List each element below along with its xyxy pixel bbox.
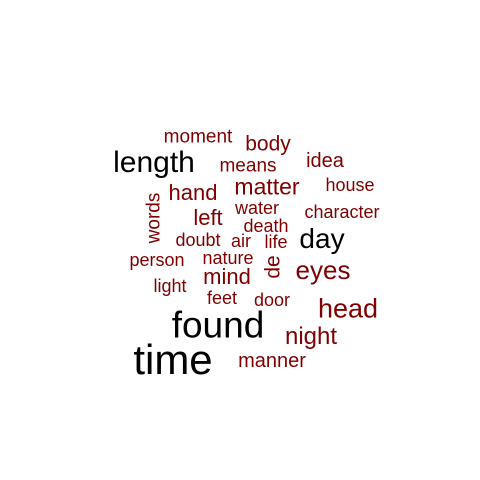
word-left: left	[193, 205, 223, 230]
word-idea: idea	[306, 150, 344, 172]
word-found: found	[171, 304, 265, 346]
word-de: de	[261, 255, 285, 279]
word-doubt: doubt	[175, 230, 221, 250]
word-house: house	[325, 175, 375, 195]
word-moment: moment	[163, 126, 233, 148]
word-matter: matter	[234, 173, 300, 200]
word-head: head	[317, 293, 379, 324]
word-light: light	[153, 276, 187, 296]
word-character: character	[304, 202, 380, 222]
word-body: body	[245, 132, 291, 156]
word-door: door	[253, 290, 291, 310]
word-manner: manner	[238, 350, 306, 372]
word-feet: feet	[206, 288, 238, 308]
word-time: time	[133, 336, 213, 383]
word-air: air	[230, 231, 252, 251]
word-life: life	[264, 232, 288, 252]
word-day: day	[299, 223, 345, 254]
word-person: person	[129, 250, 185, 270]
word-length: length	[113, 146, 195, 179]
word-means: means	[219, 155, 277, 177]
word-words: words	[143, 192, 165, 244]
word-mind: mind	[203, 264, 251, 289]
word-eyes: eyes	[295, 255, 351, 285]
word-water: water	[234, 198, 280, 218]
word-hand: hand	[168, 180, 218, 205]
word-death: death	[243, 216, 289, 236]
word-nature: nature	[202, 248, 254, 268]
word-night: night	[284, 323, 338, 350]
